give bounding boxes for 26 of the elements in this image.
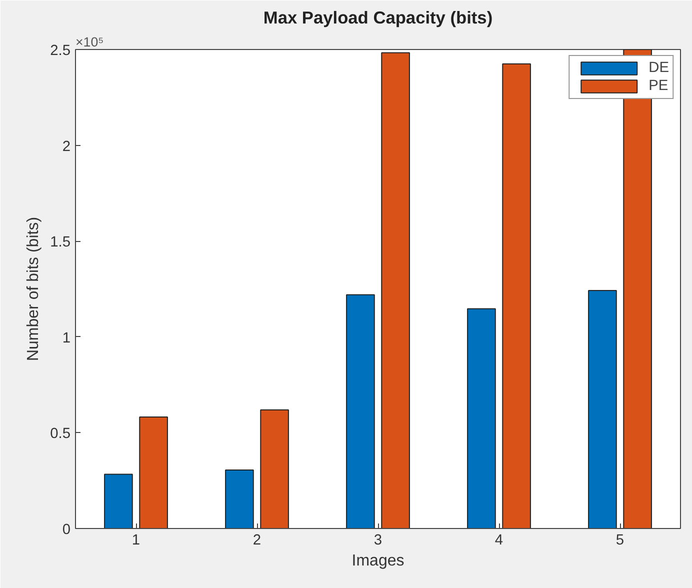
y-tick-label: 1.5 <box>50 234 70 251</box>
bar <box>139 416 168 528</box>
x-tick-label: 3 <box>374 532 382 548</box>
y-tick-label: 2.5 <box>50 43 70 59</box>
x-axis-title: Images <box>352 552 404 570</box>
bar <box>467 308 496 528</box>
bar <box>260 409 289 528</box>
x-tick-label: 4 <box>494 532 504 548</box>
bar <box>502 63 531 528</box>
y-tick-label: 1 <box>62 330 71 346</box>
legend-label: DE <box>648 60 669 76</box>
bar <box>225 470 254 528</box>
y-tick-label: 2 <box>62 138 71 155</box>
legend-label: PE <box>648 78 669 94</box>
x-tick-label: 1 <box>132 532 140 548</box>
chart-title: Max Payload Capacity (bits) <box>263 8 493 28</box>
y-tick-label: 0.5 <box>50 426 70 442</box>
bar <box>588 290 617 528</box>
y-axis-title: Number of bits (bits) <box>25 216 42 362</box>
bar <box>104 474 133 528</box>
bar <box>381 52 410 528</box>
text: ×10⁵ <box>76 34 104 50</box>
y-tick-label: 0 <box>62 522 71 538</box>
x-tick-label: 5 <box>616 532 624 548</box>
x-tick-label: 2 <box>252 532 262 548</box>
bar <box>346 294 375 528</box>
